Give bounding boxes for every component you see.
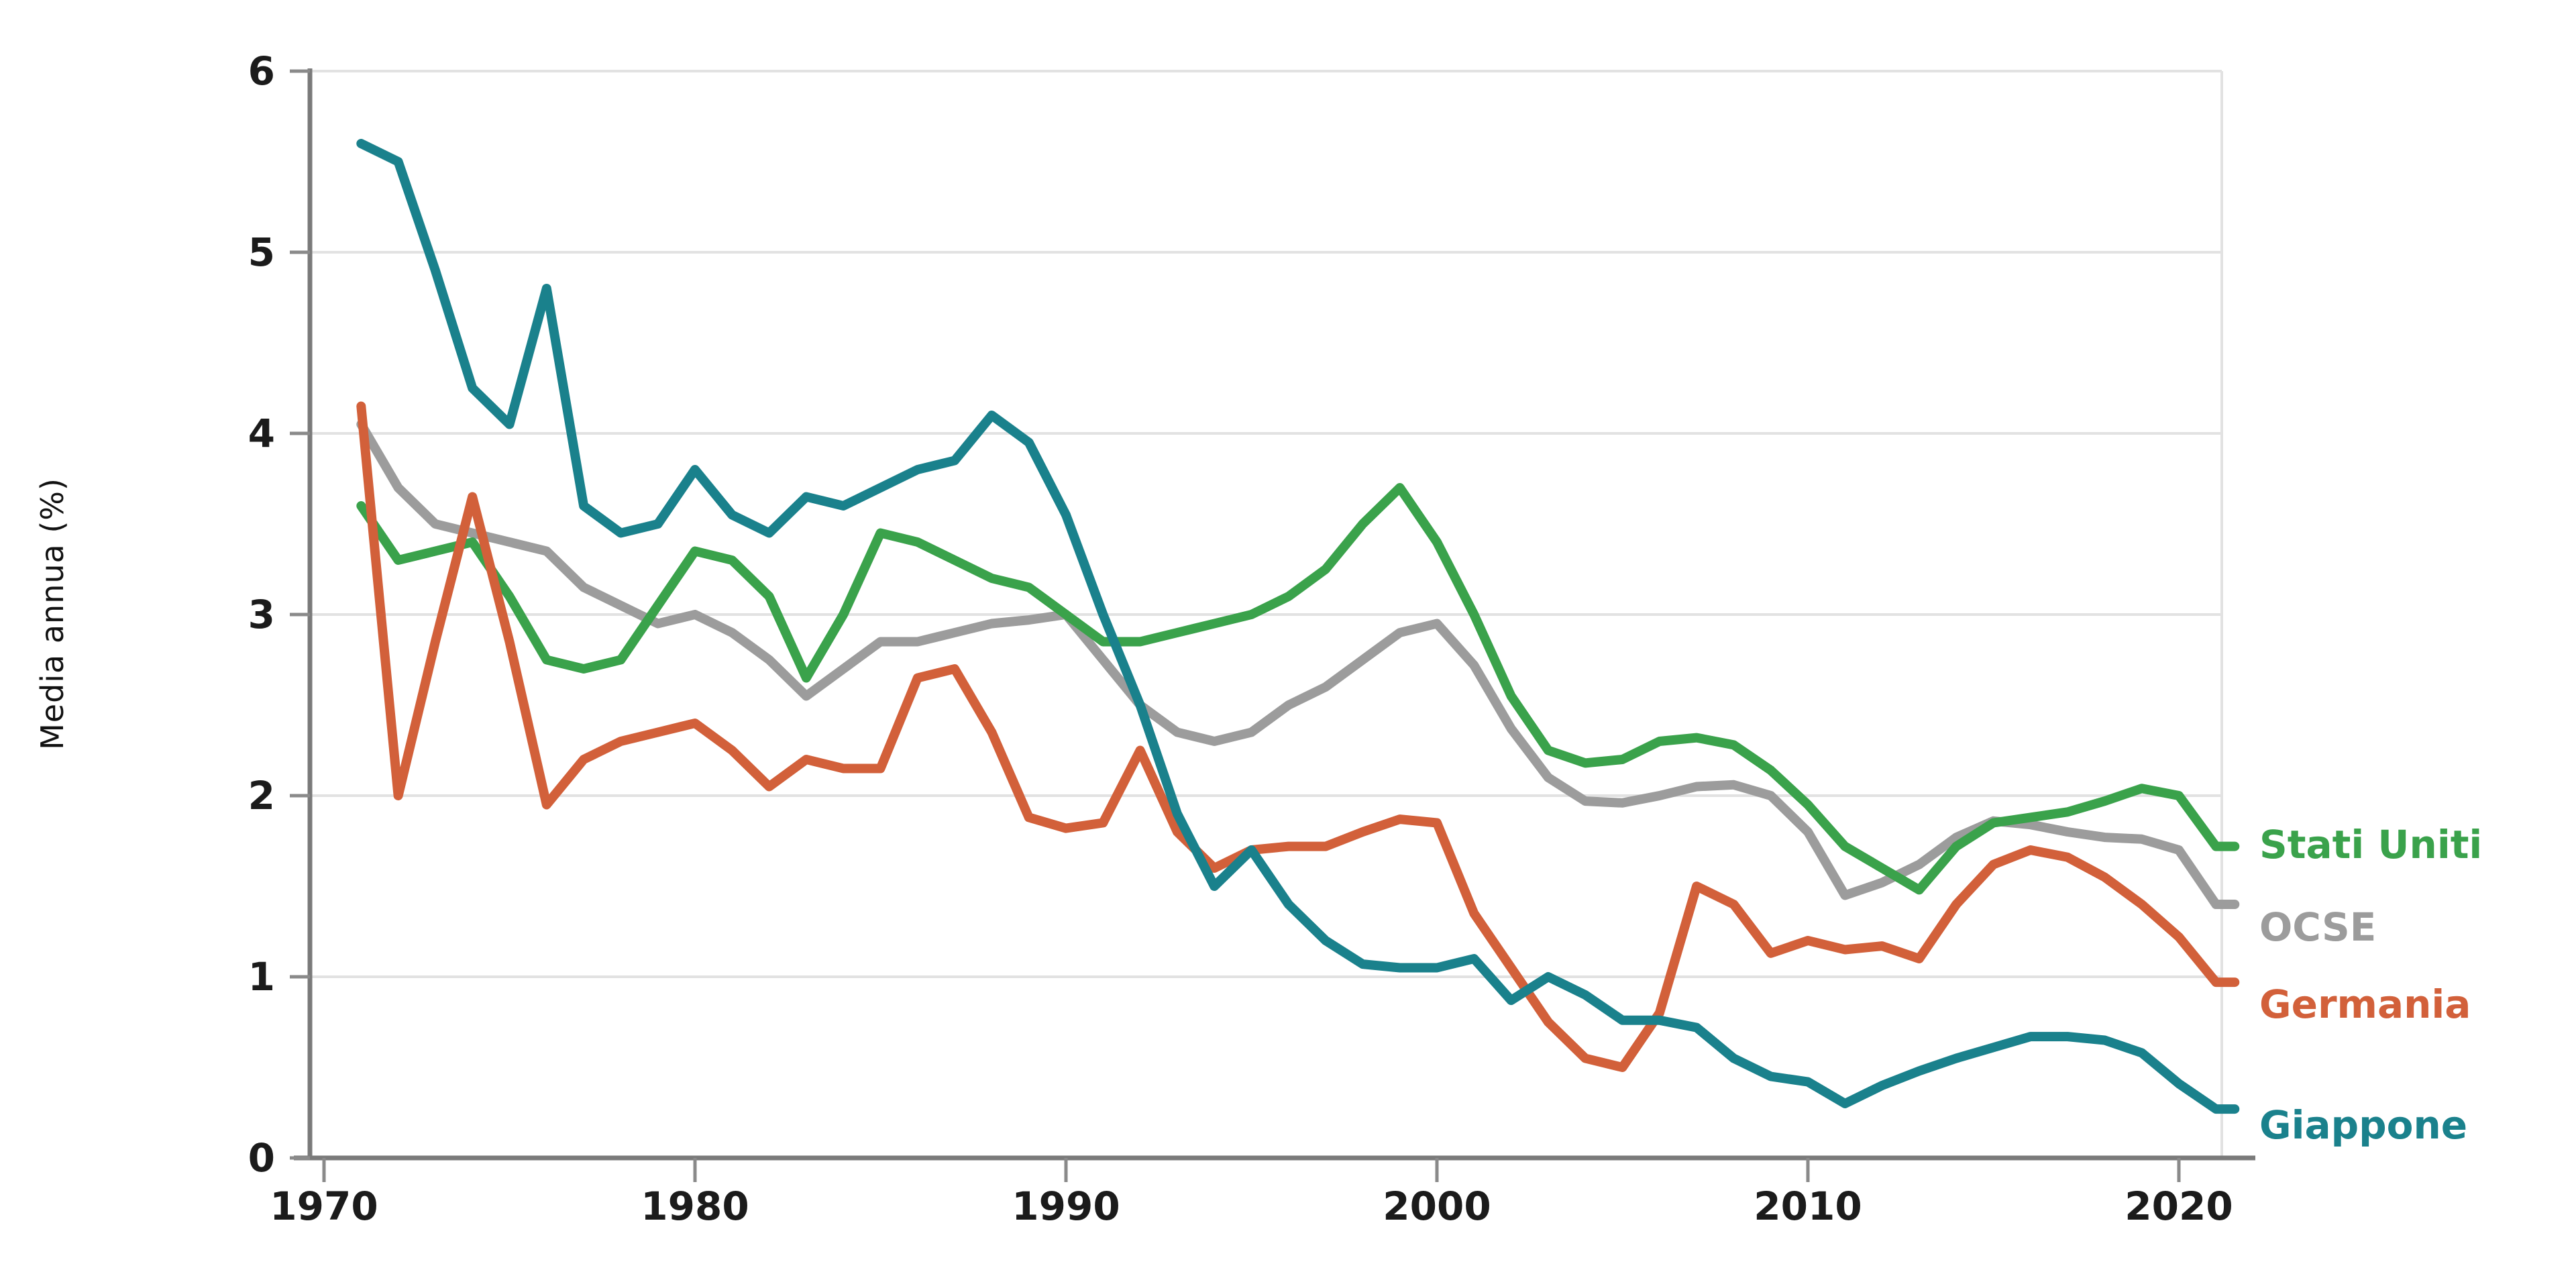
series-line-giappone	[356, 139, 2240, 1114]
series-line-germania	[356, 401, 2240, 1072]
y-tick-label-5: 5	[248, 229, 275, 275]
series-lines	[356, 139, 2240, 1114]
gridlines	[309, 70, 2223, 1158]
y-tick-label-2: 2	[248, 773, 275, 818]
series-line-stati-uniti	[356, 483, 2240, 895]
x-tick-label-2010: 2010	[1754, 1183, 1862, 1229]
y-tick-label-0: 0	[248, 1135, 275, 1181]
y-axis-title: Media annua (%)	[34, 478, 70, 750]
x-tick-label-1970: 1970	[270, 1183, 378, 1229]
series-line-ocse	[356, 419, 2240, 909]
x-tick-label-1980: 1980	[641, 1183, 749, 1229]
axes	[290, 68, 2255, 1182]
x-tick-label-1990: 1990	[1012, 1183, 1120, 1229]
y-tick-label-4: 4	[248, 411, 275, 456]
y-tick-label-6: 6	[248, 48, 275, 94]
y-tick-label-3: 3	[248, 592, 275, 637]
x-tick-label-2000: 2000	[1383, 1183, 1491, 1229]
x-tick-label-2020: 2020	[2125, 1183, 2233, 1229]
tick-labels: 0 1 2 3 4 5 6 1970 1980 1990 2000 2010 2020	[248, 48, 2233, 1229]
y-tick-label-1: 1	[248, 954, 275, 1000]
